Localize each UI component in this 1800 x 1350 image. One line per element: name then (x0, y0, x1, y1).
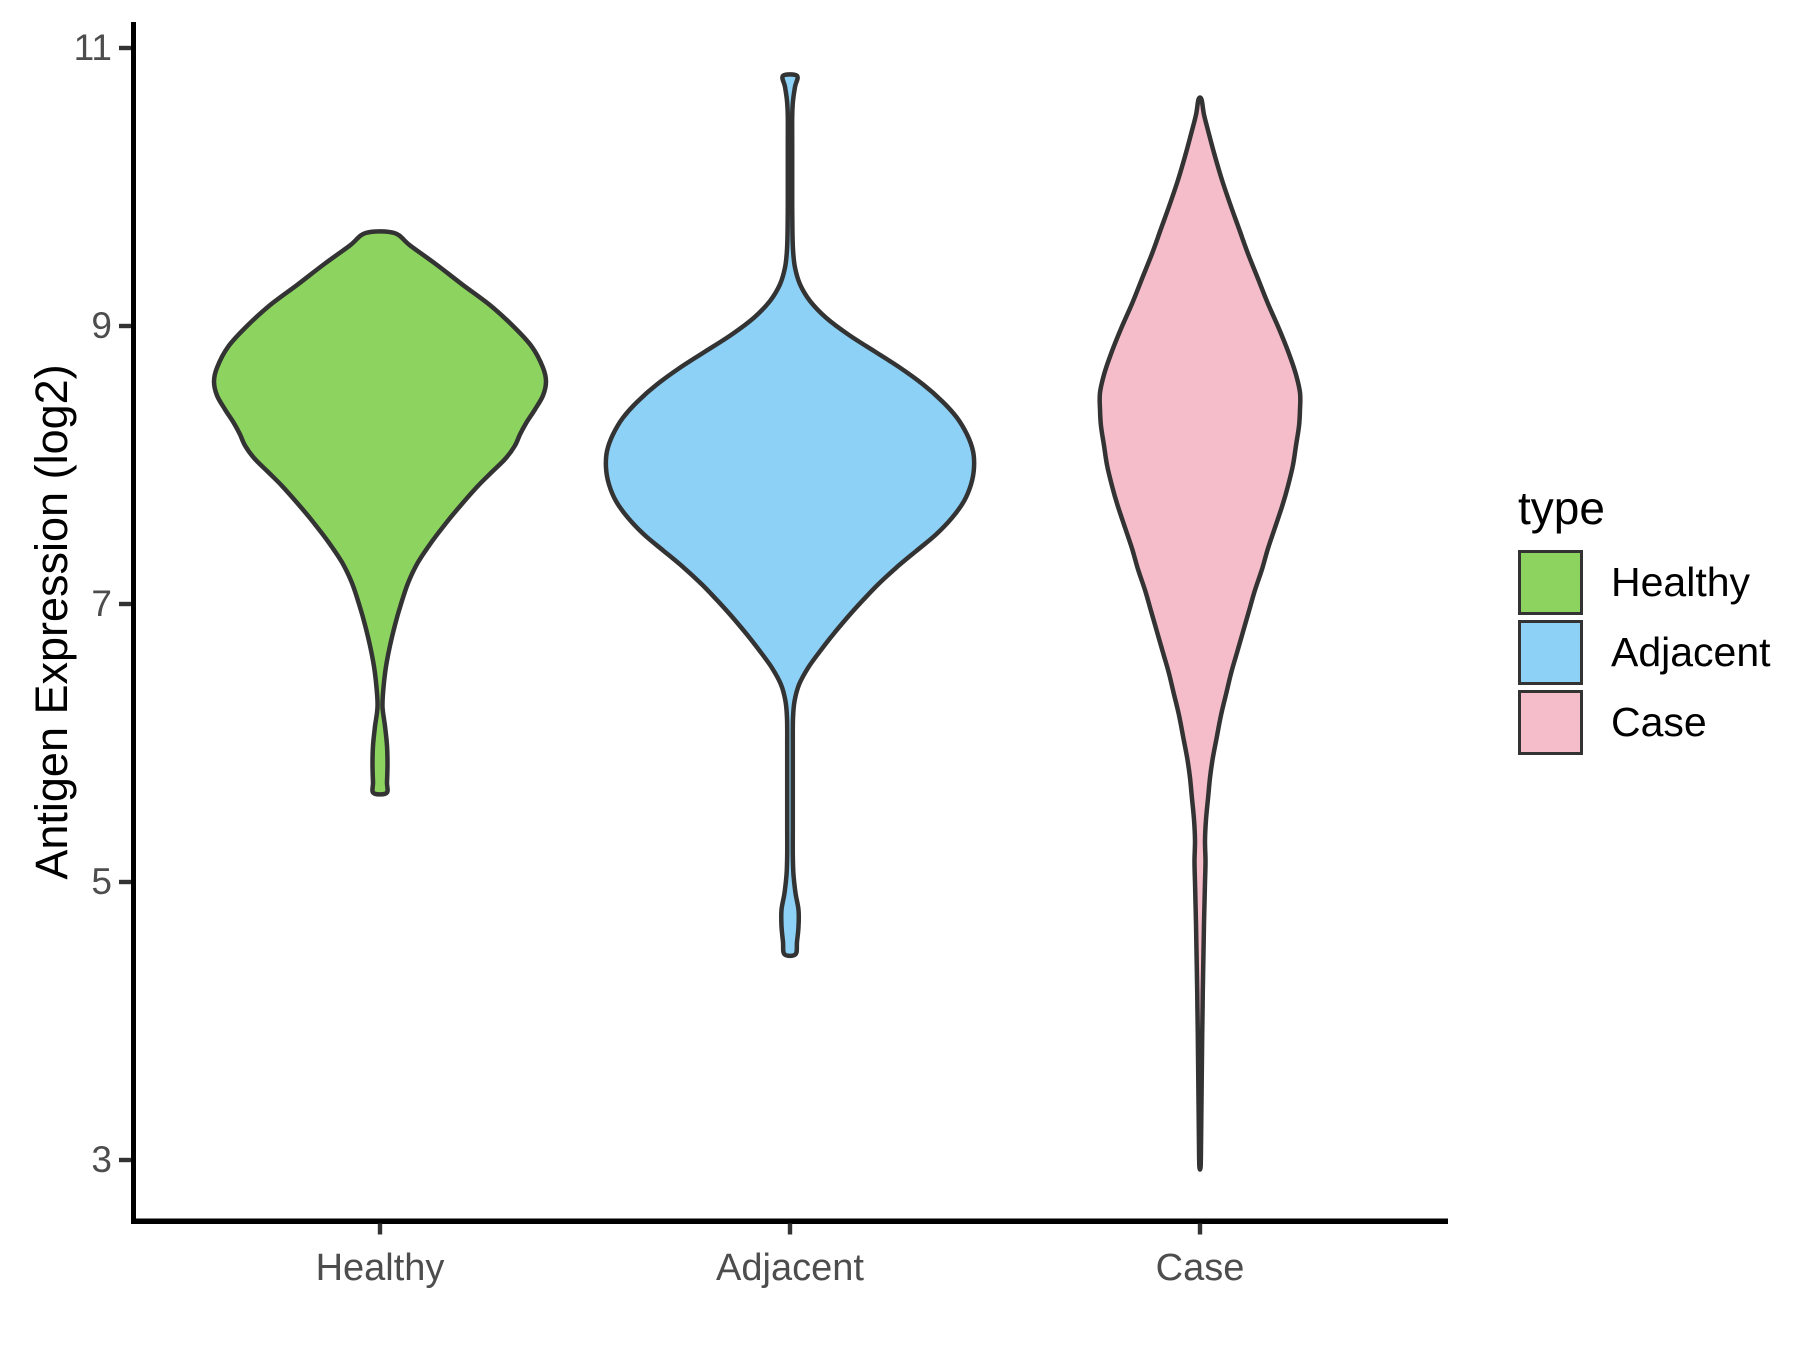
x-axis-line (131, 1218, 1448, 1224)
violin-adjacent (603, 72, 977, 959)
y-axis-line (131, 22, 136, 1224)
y-tick-mark (119, 601, 131, 607)
violin-case (1097, 95, 1303, 1172)
legend-label-healthy: Healthy (1611, 558, 1751, 605)
legend-item-case: Case (1518, 689, 1800, 755)
x-tick-mark (787, 1223, 793, 1235)
x-tick-mark (1197, 1223, 1203, 1235)
x-axis-label-healthy: Healthy (315, 1247, 445, 1289)
y-tick-mark (119, 323, 131, 329)
legend: type Healthy Adjacent Case (1518, 483, 1800, 759)
y-axis-tick-label: 7 (91, 583, 112, 624)
legend-label-case: Case (1611, 698, 1707, 745)
legend-swatch-adjacent (1518, 619, 1583, 685)
legend-item-adjacent: Adjacent (1518, 619, 1800, 685)
y-axis-tick-label: 3 (91, 1139, 112, 1180)
y-axis-tick-label: 11 (73, 27, 112, 68)
x-axis-label-adjacent: Adjacent (716, 1247, 864, 1289)
legend-swatch-case (1518, 689, 1583, 755)
x-axis-label-case: Case (1155, 1247, 1245, 1289)
y-tick-mark (119, 1157, 131, 1163)
y-axis-tick-label: 9 (91, 305, 112, 346)
x-tick-mark (377, 1223, 383, 1235)
violin-healthy (211, 229, 549, 797)
y-tick-mark (119, 879, 131, 885)
legend-item-healthy: Healthy (1518, 549, 1800, 615)
legend-swatch-healthy (1518, 549, 1583, 615)
y-tick-mark (119, 45, 131, 51)
y-axis-tick-label: 5 (91, 861, 112, 902)
legend-label-adjacent: Adjacent (1611, 628, 1771, 675)
legend-title: type (1518, 482, 1605, 534)
